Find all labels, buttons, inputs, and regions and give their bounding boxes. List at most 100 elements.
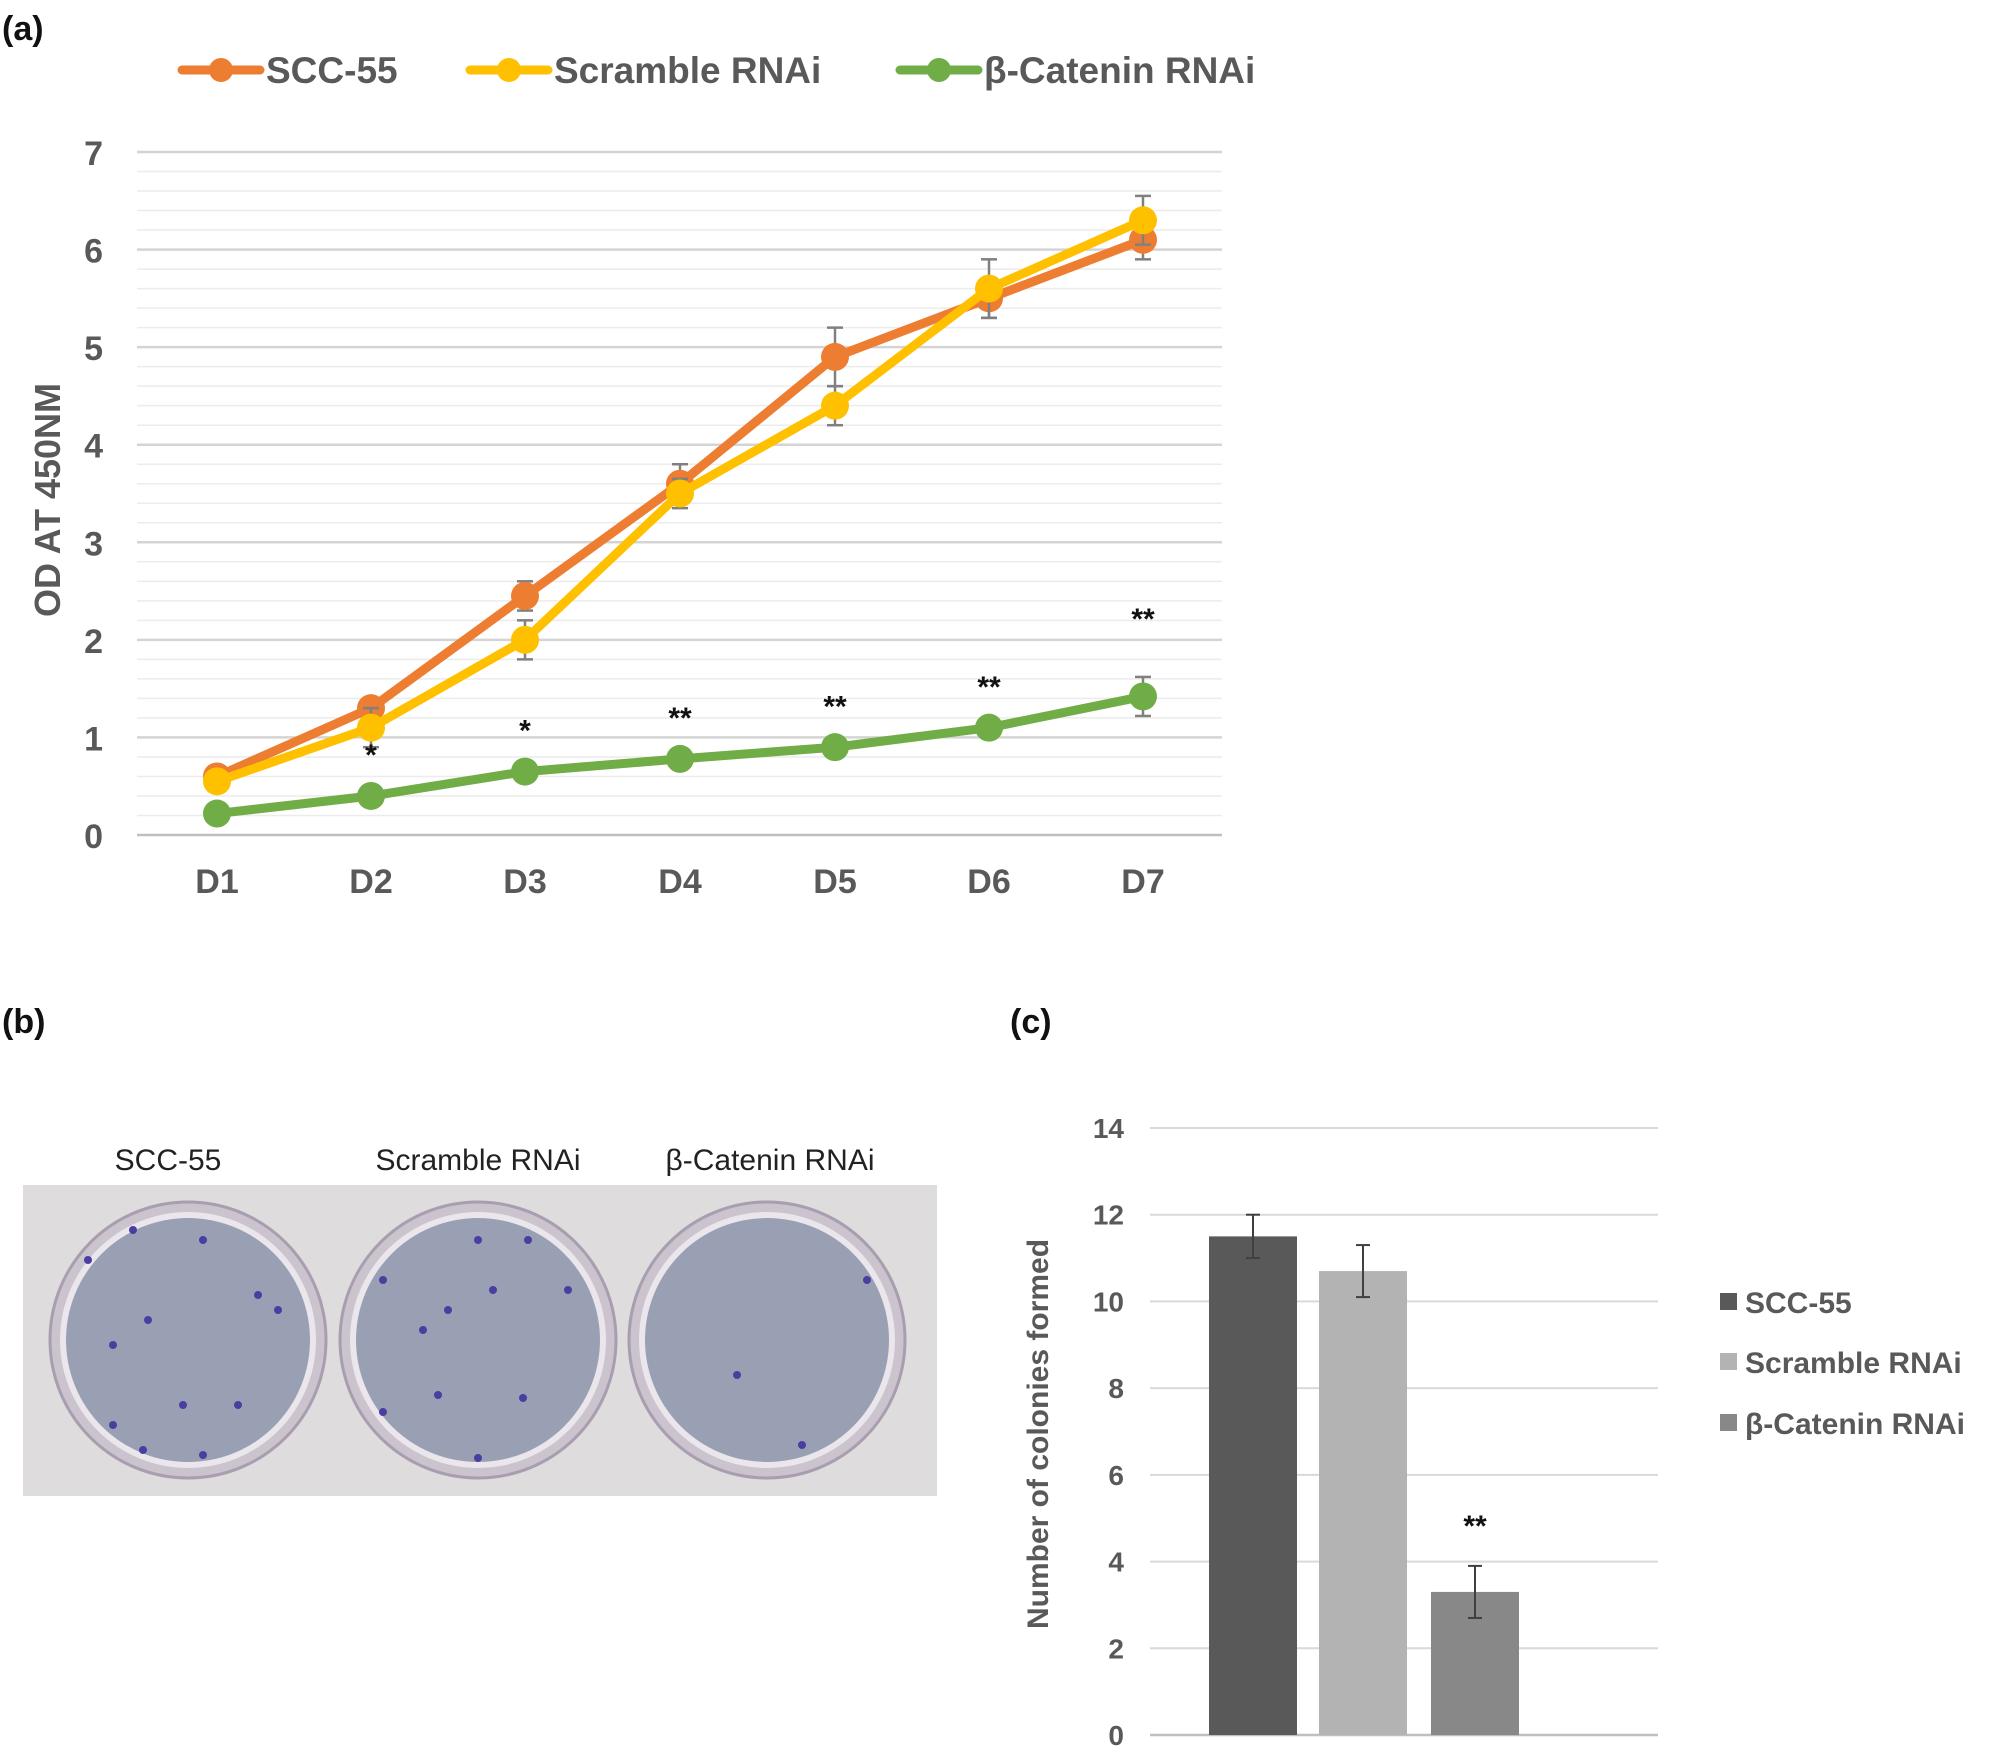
colony <box>564 1286 572 1294</box>
x-tick-label: D7 <box>1121 863 1164 901</box>
colony <box>274 1306 282 1314</box>
petri-dish <box>627 1200 907 1480</box>
y-tick-label: 12 <box>1093 1200 1124 1231</box>
data-point <box>511 757 539 786</box>
legend-label: SCC-55 <box>1745 1287 1852 1320</box>
bar <box>1319 1271 1407 1735</box>
y-tick-label: 4 <box>1108 1547 1124 1578</box>
line-chart-series <box>203 194 1157 828</box>
data-point <box>357 781 385 810</box>
significance-marker: ** <box>668 702 692 735</box>
y-tick-label: 6 <box>1108 1460 1124 1491</box>
significance-marker: ** <box>823 690 847 723</box>
legend-label: Scramble RNAi <box>554 50 821 91</box>
data-point <box>1129 206 1157 235</box>
petri-dish <box>48 1200 328 1480</box>
data-point <box>821 391 849 420</box>
colony <box>733 1371 741 1379</box>
legend-swatch <box>1720 1293 1737 1310</box>
legend-label: β-Catenin RNAi <box>1745 1408 1965 1441</box>
line-chart-y-axis-title: OD AT 450NM <box>27 383 68 617</box>
y-tick-label: 3 <box>84 525 103 563</box>
data-point <box>666 479 694 508</box>
bar <box>1209 1236 1297 1735</box>
panel-b-label: (b) <box>2 1003 45 1041</box>
legend-swatch-marker <box>209 58 233 82</box>
legend-swatch-marker <box>497 58 521 82</box>
series--catenin-rnai <box>203 675 1157 828</box>
colony <box>199 1451 207 1459</box>
significance-marker: ** <box>1463 1510 1487 1543</box>
colony <box>798 1441 806 1449</box>
y-tick-label: 0 <box>1108 1720 1124 1749</box>
line-chart-significance: ** ** ****** <box>365 603 1155 772</box>
colony <box>199 1236 207 1244</box>
significance-marker: * <box>519 715 531 748</box>
legend-swatch-marker <box>927 58 951 82</box>
colony <box>129 1226 137 1234</box>
panel-c-label: (c) <box>1010 1003 1052 1041</box>
line-chart-grid <box>137 150 1222 837</box>
colony <box>109 1421 117 1429</box>
y-tick-label: 2 <box>1108 1633 1124 1664</box>
data-point <box>666 744 694 773</box>
legend-label: β-Catenin RNAi <box>984 50 1255 91</box>
legend-label: Scramble RNAi <box>1745 1347 1962 1380</box>
y-tick-label: 10 <box>1093 1286 1124 1317</box>
data-point <box>203 799 231 828</box>
bar-chart-y-ticks: 0 2 4 6 8 10 12 14 <box>1093 1113 1125 1749</box>
colony <box>109 1341 117 1349</box>
data-point <box>1129 682 1157 711</box>
plate-labels: SCC-55 Scramble RNAi β-Catenin RNAi <box>115 1144 875 1177</box>
colony <box>489 1286 497 1294</box>
colony <box>144 1316 152 1324</box>
colony <box>379 1408 387 1416</box>
y-tick-label: 1 <box>84 720 103 758</box>
x-tick-label: D5 <box>813 863 856 901</box>
y-tick-label: 2 <box>84 623 103 661</box>
bar-chart-legend: SCC-55 Scramble RNAi β-Catenin RNAi <box>1720 1287 1965 1441</box>
colony <box>474 1454 482 1462</box>
colony <box>434 1391 442 1399</box>
dish-agar <box>645 1218 889 1462</box>
line-chart-legend: SCC-55 Scramble RNAi β-Catenin RNAi <box>177 50 1255 91</box>
bar-chart-bars: ** <box>1209 1213 1519 1735</box>
y-tick-label: 14 <box>1093 1113 1125 1144</box>
line-chart-x-ticks: D1 D2 D3 D4 D5 D6 D7 <box>195 863 1164 901</box>
data-point <box>821 342 849 371</box>
colony <box>234 1401 242 1409</box>
colony <box>474 1236 482 1244</box>
y-tick-label: 6 <box>84 233 103 271</box>
legend-swatch <box>1720 1353 1737 1370</box>
series-scramble-rnai <box>203 194 1157 796</box>
significance-marker: ** <box>1131 603 1155 636</box>
legend-swatch <box>1720 1414 1737 1431</box>
y-tick-label: 5 <box>84 330 103 368</box>
data-point <box>975 274 1003 303</box>
petri-dish <box>338 1200 618 1480</box>
y-tick-label: 0 <box>84 818 103 856</box>
legend-label: SCC-55 <box>266 50 398 91</box>
colony <box>379 1276 387 1284</box>
plate-label: Scramble RNAi <box>375 1144 580 1177</box>
data-point <box>511 625 539 654</box>
colony <box>444 1306 452 1314</box>
data-point <box>975 713 1003 742</box>
bar-chart-y-axis-title: Number of colonies formed <box>1022 1239 1055 1629</box>
data-point <box>203 767 231 796</box>
x-tick-label: D6 <box>967 863 1010 901</box>
dish-agar <box>66 1218 310 1462</box>
data-point <box>821 733 849 762</box>
data-point <box>511 581 539 610</box>
colony <box>254 1291 262 1299</box>
significance-marker: * <box>365 739 377 772</box>
x-tick-label: D1 <box>195 863 238 901</box>
x-tick-label: D4 <box>658 863 702 901</box>
y-tick-label: 7 <box>84 135 103 173</box>
plate-label: β-Catenin RNAi <box>666 1144 875 1177</box>
x-tick-label: D2 <box>349 863 392 901</box>
colony <box>179 1401 187 1409</box>
colony <box>863 1276 871 1284</box>
dish-agar <box>356 1218 600 1462</box>
